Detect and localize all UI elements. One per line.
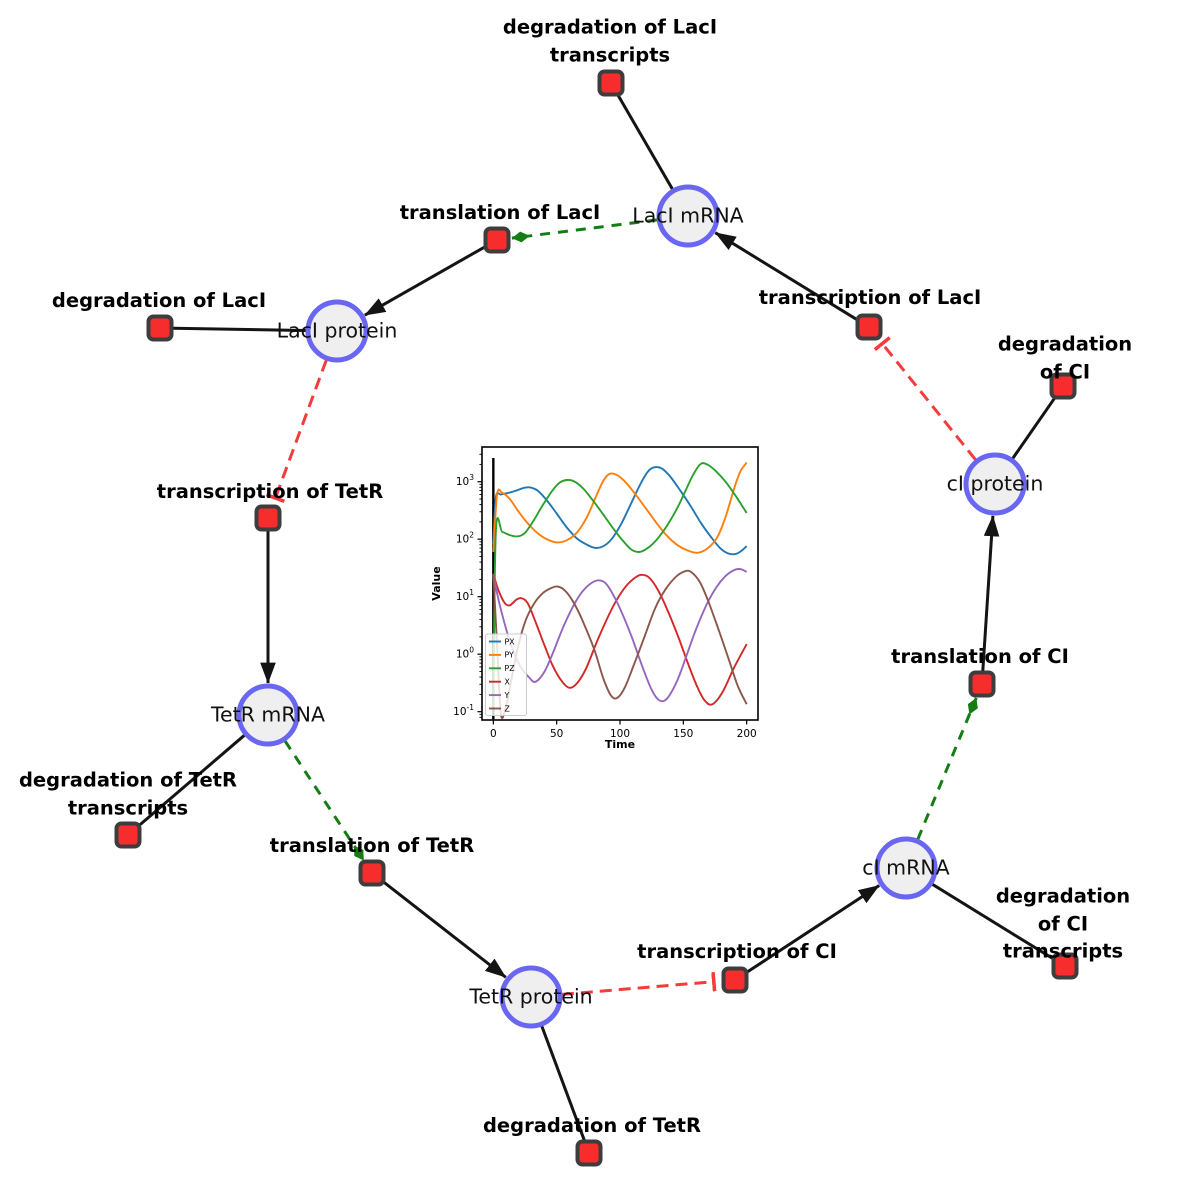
reaction-node-degradation-of-tetr-transcripts: [114, 821, 142, 849]
chart-legend-label-y: Y: [504, 691, 510, 700]
chart-ytick-label: 103: [456, 473, 474, 488]
chart-xtick-label: 200: [737, 728, 757, 740]
chart-ytick-label: 101: [456, 588, 474, 603]
chart-xtick-label: 150: [673, 728, 693, 740]
edge-tetr-mrna-to-translation-of-tetr: [283, 740, 366, 862]
chart-spines: [481, 446, 759, 721]
chart-legend-label-pz: PZ: [505, 664, 515, 673]
chart-xlabel: Time: [605, 738, 635, 751]
edge-translation-of-ci-to-ci-protein: [981, 515, 1000, 672]
chart-legend-label-z: Z: [505, 704, 510, 713]
reaction-nodes-layer: [114, 69, 1079, 1167]
edge-translation-of-laci-to-laci-protein: [364, 245, 487, 317]
reaction-node-transcription-of-ci: [721, 966, 749, 994]
edge-ci-mrna-to-degradation-of-ci-transcripts: [931, 883, 1055, 961]
chart-line-py: [492, 462, 748, 554]
species-nodes-layer: [236, 184, 1027, 1029]
chart-ylabel: Value: [430, 566, 443, 600]
chart-legend-label-px: PX: [505, 637, 516, 646]
chart-legend-label-py: PY: [505, 651, 515, 660]
reaction-node-degradation-of-laci-transcripts: [597, 69, 625, 97]
edge-ci-mrna-to-translation-of-ci: [916, 697, 978, 840]
edge-laci-protein-to-degradation-of-laci: [172, 326, 307, 332]
species-node-ci-mrna: [874, 836, 938, 900]
edge-translation-of-tetr-to-tetr-protein: [381, 879, 507, 979]
edge-laci-mrna-to-degradation-of-laci-transcripts: [616, 93, 674, 190]
chart-line-pz: [492, 462, 748, 708]
chart-xtick-label: 100: [610, 728, 630, 740]
reaction-node-degradation-of-ci-transcripts: [1051, 952, 1079, 980]
reaction-node-translation-of-tetr: [358, 859, 386, 887]
chart-ytick-label: 10-1: [453, 703, 474, 718]
chart-plot-area: [482, 447, 758, 720]
species-node-laci-mrna: [656, 184, 720, 248]
edge-tetr-protein-inhibits-transcription-of-ci: [561, 972, 717, 996]
reaction-node-transcription-of-laci: [855, 313, 883, 341]
edge-transcription-of-laci-to-laci-mrna: [714, 231, 859, 322]
chart-line-y: [492, 568, 748, 703]
chart-ytick-label: 102: [456, 531, 474, 546]
reaction-node-degradation-of-ci: [1049, 372, 1077, 400]
edge-tetr-protein-to-degradation-of-tetr: [540, 1025, 586, 1142]
edge-laci-mrna-to-translation-of-laci: [511, 218, 658, 243]
chart-legend: PX PY PZ XYZ: [485, 633, 527, 716]
reaction-node-degradation-of-laci: [146, 314, 174, 342]
reaction-node-translation-of-ci: [968, 670, 996, 698]
edge-tetr-mrna-to-degradation-of-tetr-transcripts: [136, 734, 246, 828]
reaction-node-degradation-of-tetr: [575, 1139, 603, 1167]
edge-transcription-of-ci-to-ci-mrna: [745, 884, 881, 975]
edge-ci-protein-to-degradation-of-ci: [1011, 395, 1057, 460]
reaction-node-transcription-of-tetr: [254, 504, 282, 532]
species-node-ci-protein: [963, 452, 1027, 516]
edge-laci-protein-inhibits-transcription-of-tetr: [265, 359, 328, 504]
chart-ytick-label: 100: [456, 646, 474, 661]
chart-xtick-label: 50: [550, 728, 563, 740]
chart-xtick-label: 0: [490, 728, 497, 740]
species-node-laci-protein: [305, 299, 369, 363]
species-node-tetr-protein: [499, 965, 563, 1029]
reaction-node-translation-of-laci: [483, 226, 511, 254]
chart-line-x: [492, 573, 748, 706]
edges-layer: [136, 93, 1057, 1142]
edge-ci-protein-inhibits-transcription-of-laci: [873, 336, 977, 461]
species-node-tetr-mrna: [236, 683, 300, 747]
chart-legend-label-x: X: [505, 678, 511, 687]
